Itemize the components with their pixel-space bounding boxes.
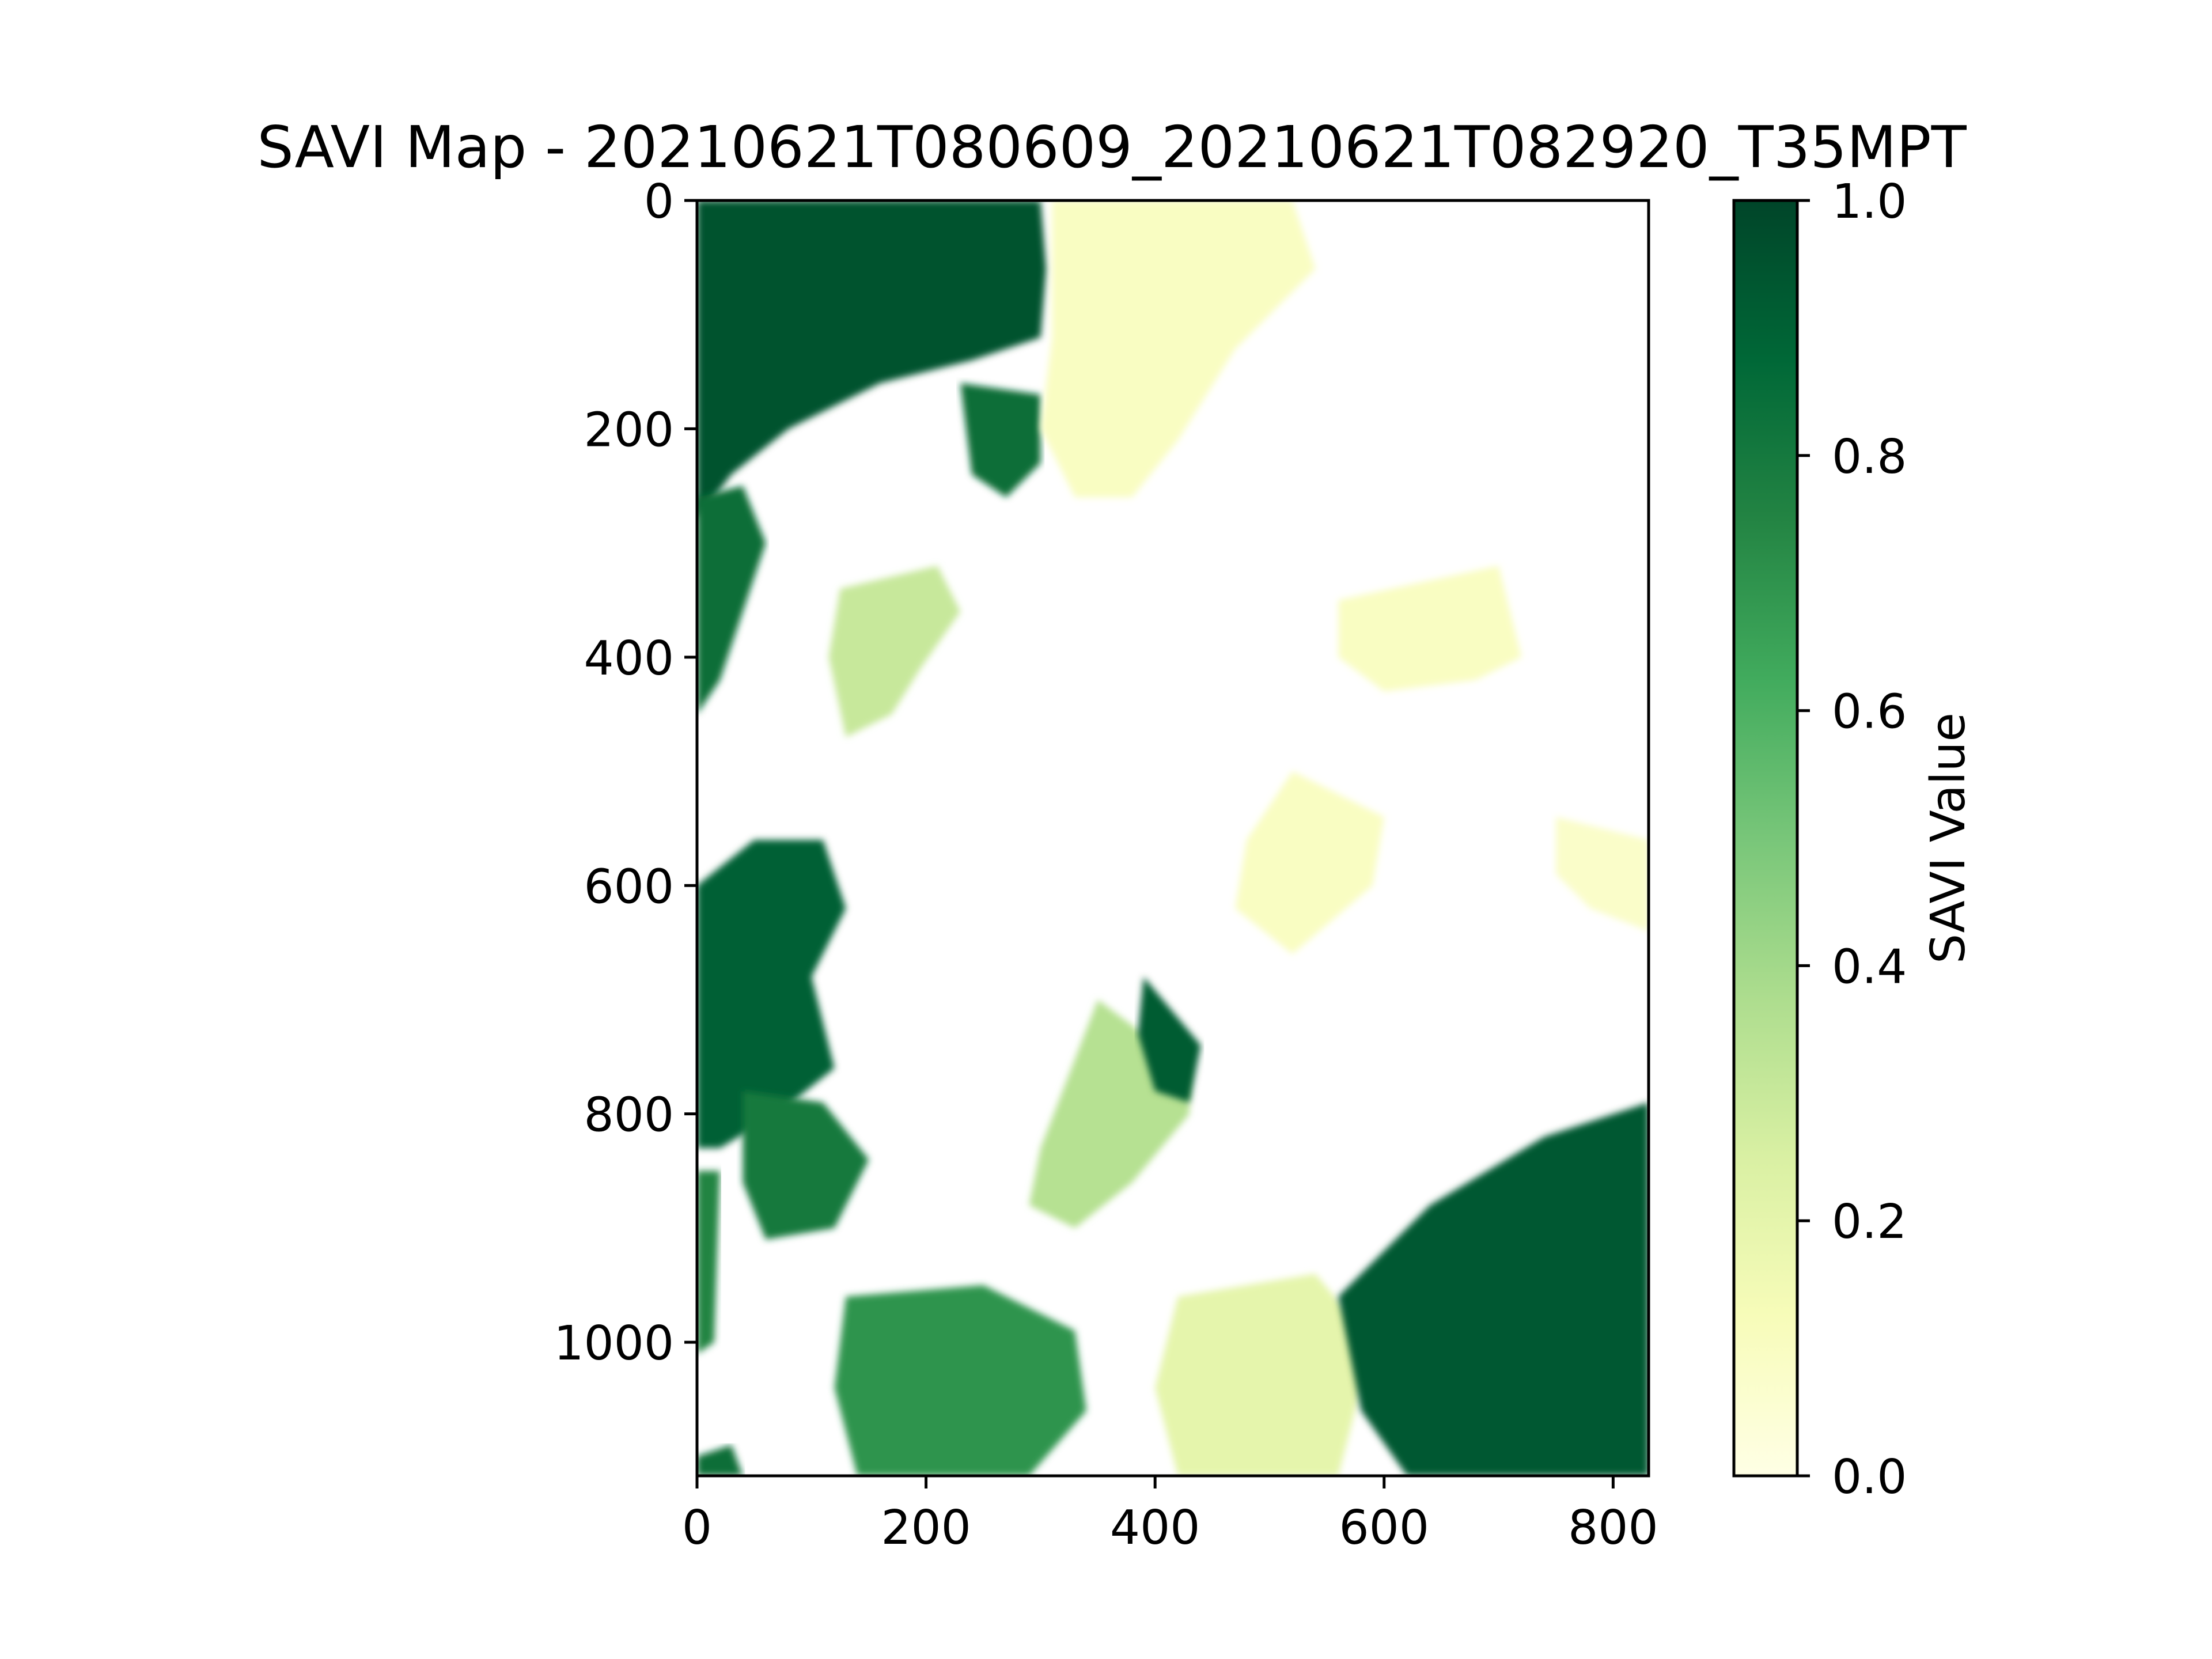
chart-title: SAVI Map - 20210621T080609_20210621T0829… bbox=[257, 113, 1967, 181]
y-tick-label: 600 bbox=[584, 859, 674, 914]
colorbar-tick-label: 0.2 bbox=[1832, 1195, 1907, 1249]
x-tick-label: 400 bbox=[1110, 1501, 1200, 1555]
heatmap-region-11 bbox=[834, 1285, 1086, 1476]
heatmap-region-6 bbox=[1040, 200, 1316, 498]
y-tick-label: 0 bbox=[644, 175, 674, 229]
colorbar: 0.0 0.2 0.4 0.6 0.8 1.0 SAVI Value bbox=[1732, 175, 1976, 1505]
heatmap-region-8 bbox=[1235, 771, 1384, 955]
x-tick-label: 600 bbox=[1339, 1501, 1430, 1555]
y-tick-label: 200 bbox=[584, 403, 674, 457]
y-tick-label: 400 bbox=[584, 631, 674, 686]
colorbar-tick-label: 0.4 bbox=[1832, 940, 1907, 994]
x-axis: 0 200 400 600 800 bbox=[682, 1476, 1658, 1555]
heatmap-image bbox=[697, 200, 1649, 1476]
heatmap-region-2 bbox=[697, 840, 846, 1149]
x-tick-label: 800 bbox=[1568, 1501, 1658, 1555]
colorbar-gradient bbox=[1734, 200, 1797, 1476]
heatmap-region-14 bbox=[697, 1445, 743, 1476]
heatmap-region-7 bbox=[1338, 566, 1522, 692]
y-tick-label: 800 bbox=[584, 1088, 674, 1143]
heatmap-region-4 bbox=[960, 383, 1041, 498]
heatmap-region-13 bbox=[1338, 1102, 1649, 1476]
heatmap-region-10 bbox=[1138, 976, 1201, 1103]
colorbar-tick-label: 0.6 bbox=[1832, 685, 1907, 740]
colorbar-ticks: 0.0 0.2 0.4 0.6 0.8 1.0 bbox=[1797, 175, 1907, 1505]
colorbar-tick-label: 0.8 bbox=[1832, 430, 1907, 484]
colorbar-frame bbox=[1732, 199, 1799, 1478]
x-tick-label: 200 bbox=[881, 1501, 971, 1555]
y-axis: 0 200 400 600 800 1000 bbox=[554, 175, 697, 1371]
plot-area bbox=[695, 199, 1650, 1478]
heatmap-region-0 bbox=[697, 200, 1047, 520]
heatmap-region-5 bbox=[828, 566, 961, 737]
heatmap-region-16 bbox=[1556, 817, 1649, 931]
colorbar-tick-label: 0.0 bbox=[1832, 1450, 1907, 1505]
heatmap-region-15 bbox=[697, 1171, 720, 1354]
plot-frame bbox=[695, 199, 1650, 1478]
heatmap-region-3 bbox=[743, 1091, 869, 1240]
colorbar-label: SAVI Value bbox=[1921, 713, 1976, 964]
y-tick-label: 1000 bbox=[554, 1316, 674, 1371]
x-tick-label: 0 bbox=[682, 1501, 712, 1555]
colorbar-tick-label: 1.0 bbox=[1832, 175, 1907, 229]
heatmap-region-1 bbox=[697, 486, 766, 714]
heatmap-region-12 bbox=[1155, 1274, 1373, 1476]
